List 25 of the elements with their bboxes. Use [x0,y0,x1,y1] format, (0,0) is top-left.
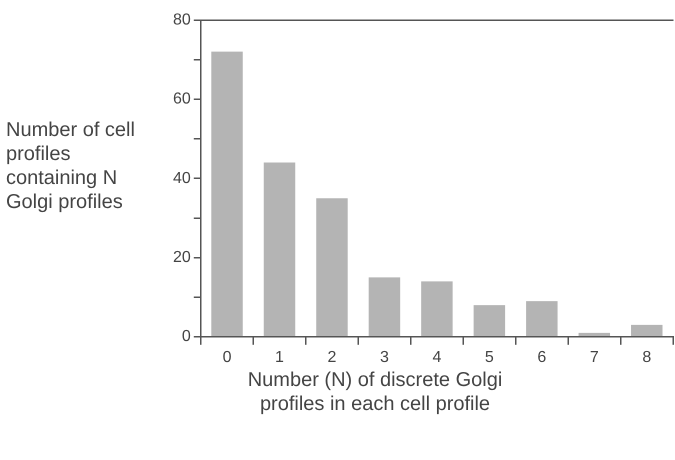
bar [578,332,610,336]
x-tick-label: 2 [328,348,337,366]
bar [474,305,506,336]
bar [316,198,348,336]
bar [526,301,558,336]
bar [421,281,453,336]
y-tick-label: 0 [182,328,191,346]
bar [264,162,296,336]
x-tick-label: 6 [537,348,546,366]
bar [368,277,400,336]
bar [211,52,243,336]
x-tick-label: 5 [484,348,494,366]
y-tick-label: 80 [173,11,191,28]
y-tick-label: 40 [173,170,191,187]
x-tick-label: 3 [380,348,389,366]
x-tick-label: 4 [432,348,442,366]
x-tick-label: 8 [642,348,652,366]
y-tick-label: 20 [173,249,191,266]
x-axis-title: Number (N) of discrete Golgi profiles in each cell profile [246,368,504,416]
bar [631,324,663,336]
x-tick-label: 0 [222,348,232,366]
y-tick-label: 60 [173,90,191,108]
x-tick-label: 7 [590,348,599,366]
y-axis-title: Number of cell profiles containing N Golgi profiles [6,118,136,214]
x-tick-label: 1 [275,348,284,366]
